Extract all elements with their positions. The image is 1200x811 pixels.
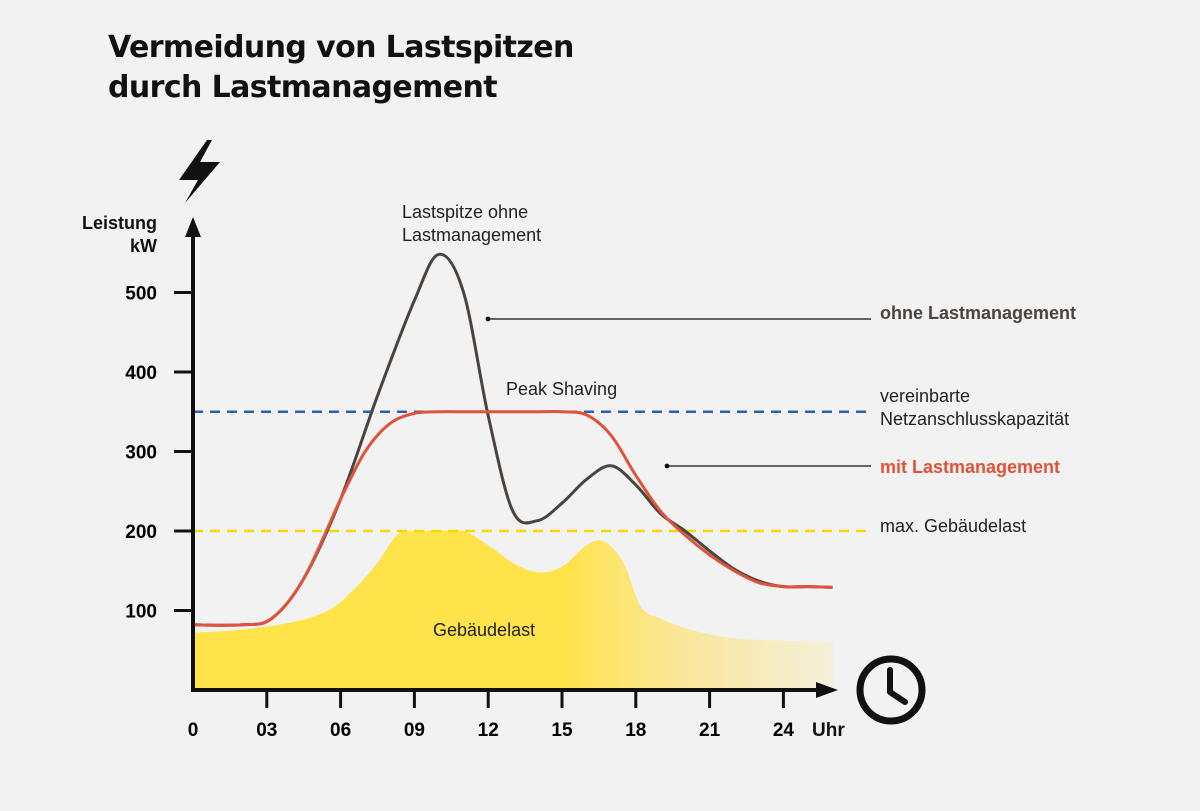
x-axis-label: Uhr xyxy=(812,720,845,741)
x-tick-label: 03 xyxy=(256,720,277,741)
lightning-bolt-icon xyxy=(179,140,220,203)
x-tick-label: 06 xyxy=(330,720,351,741)
x-tick-label: 18 xyxy=(625,720,646,741)
y-tick-label: 400 xyxy=(125,363,157,384)
x-tick-label: 09 xyxy=(404,720,425,741)
x-tick-label: 15 xyxy=(551,720,573,741)
series-line-mit-lastmanagement xyxy=(192,410,833,627)
chart-title-line-2: durch Lastmanagement xyxy=(108,70,498,105)
y-tick-label: 200 xyxy=(125,522,157,543)
legend-max-gebaeudelast: max. Gebäudelast xyxy=(880,516,1026,536)
leader-dot-ohne xyxy=(485,316,491,322)
legend-netzanschlusskapazitaet: vereinbarte Netzanschlusskapazität xyxy=(880,386,1069,429)
y-tick-label: 500 xyxy=(125,284,157,305)
leader-dot-mit xyxy=(664,463,670,469)
x-tick-label: 24 xyxy=(773,720,795,741)
annotation-peak: Lastspitze ohne Lastmanagement xyxy=(402,202,541,245)
clock-icon xyxy=(856,655,926,725)
y-axis-arrow xyxy=(185,217,201,237)
chart-title: Vermeidung von Lastspitzen durch Lastman… xyxy=(108,28,574,108)
annotation-gebaeudelast: Gebäudelast xyxy=(433,620,535,640)
x-tick-label: 21 xyxy=(699,720,721,741)
chart-title-line-1: Vermeidung von Lastspitzen xyxy=(108,30,574,65)
legend-ohne-lastmanagement: ohne Lastmanagement xyxy=(880,303,1076,323)
y-axis-label-line-1: Leistung xyxy=(82,213,157,233)
y-axis-label-line-2: kW xyxy=(130,236,157,256)
legend-mit-lastmanagement: mit Lastmanagement xyxy=(880,457,1060,477)
y-tick-label: 300 xyxy=(125,443,157,464)
annotation-peak-shaving: Peak Shaving xyxy=(506,379,617,399)
x-tick-label: 0 xyxy=(188,720,199,741)
y-tick-label: 100 xyxy=(125,602,157,623)
x-axis-arrow xyxy=(816,682,838,698)
x-tick-label: 12 xyxy=(478,720,499,741)
series-area-gebaeudelast xyxy=(193,529,833,690)
